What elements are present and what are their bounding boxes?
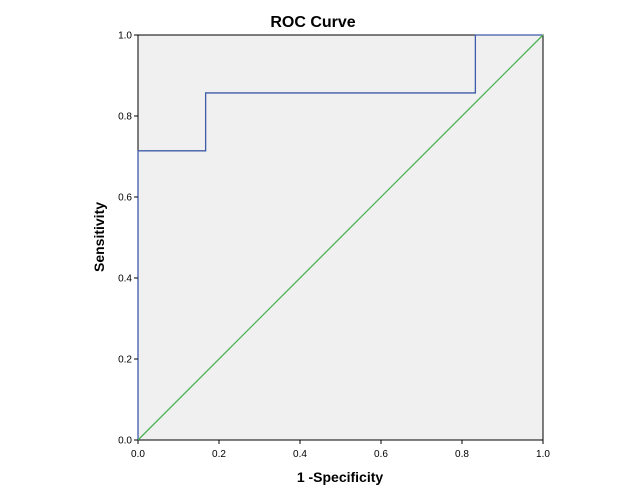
y-tick-label: 1.0 [118, 31, 132, 42]
roc-curve-line [137, 34, 543, 440]
series-layer [137, 34, 544, 441]
x-tick-label: 1.0 [536, 449, 550, 460]
x-tick-label: 0.8 [455, 449, 469, 460]
reference-diagonal-line [137, 34, 544, 441]
chart-title: ROC Curve [270, 14, 355, 31]
y-tick-label: 0.4 [118, 274, 132, 285]
y-axis-label: Sensitivity [91, 202, 107, 272]
x-tick-label: 0.0 [131, 449, 145, 460]
y-axis-ticks: 0.0 0.2 0.4 0.6 0.8 1.0 [118, 31, 138, 447]
x-axis-label: 1 -Specificity [297, 469, 384, 485]
y-tick-label: 0.2 [118, 355, 132, 366]
x-tick-label: 0.4 [293, 449, 307, 460]
x-axis-ticks: 0.0 0.2 0.4 0.6 0.8 1.0 [131, 440, 550, 460]
x-tick-label: 0.6 [374, 449, 388, 460]
y-tick-label: 0.0 [118, 436, 132, 447]
y-tick-label: 0.8 [118, 112, 132, 123]
x-tick-label: 0.2 [212, 449, 226, 460]
y-tick-label: 0.6 [118, 193, 132, 204]
